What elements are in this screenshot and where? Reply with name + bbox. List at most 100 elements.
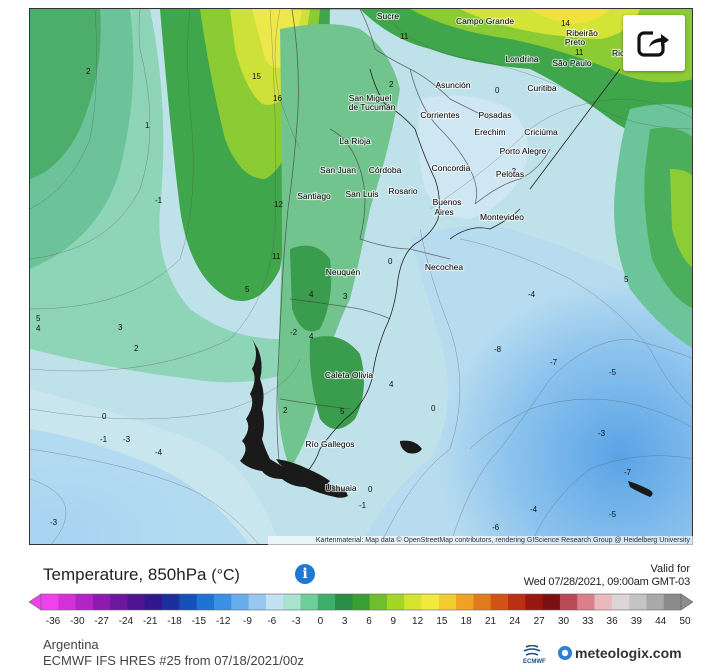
contour-label: 12 bbox=[274, 200, 283, 209]
scale-swatch bbox=[542, 594, 561, 610]
scale-tick-label: 21 bbox=[484, 616, 497, 627]
city-label: Pelotas bbox=[496, 169, 524, 179]
scale-tick-label: 27 bbox=[533, 616, 545, 627]
contour-label: 2 bbox=[389, 80, 394, 89]
scale-swatch bbox=[508, 594, 526, 610]
contour-label: -7 bbox=[550, 358, 558, 367]
city-label-halo: Preto bbox=[565, 37, 586, 47]
scale-tick-label: 15 bbox=[436, 616, 448, 627]
weather-map[interactable]: 15 16 2 1 -1 12 11 5 4 3 -2 2 3 5 4 4 4 2 5 0 -1 -3 -4 0 -8 -7 -5-… bbox=[29, 8, 693, 545]
scale-swatch bbox=[646, 594, 665, 610]
scale-swatch bbox=[58, 594, 76, 610]
city-label: Ribeirão bbox=[566, 28, 598, 38]
city-label-halo: Córdoba bbox=[369, 165, 402, 175]
contour-label: -3 bbox=[50, 518, 58, 527]
city-label: La Rioja bbox=[339, 136, 370, 146]
scale-swatch bbox=[231, 594, 249, 610]
city-label: San Miguel bbox=[349, 93, 392, 103]
ecmwf-logo: ECMWF bbox=[522, 644, 554, 667]
city-label: Sucre bbox=[377, 11, 399, 21]
scale-swatch bbox=[110, 594, 128, 610]
title-text: Temperature, 850hPa bbox=[43, 565, 207, 584]
city-label: Neuquén bbox=[326, 267, 361, 277]
contour-label: -4 bbox=[155, 448, 163, 457]
contour-label: -5 bbox=[609, 368, 617, 377]
city-label: Caleta Olivia bbox=[325, 370, 373, 380]
city-label: Posadas bbox=[478, 110, 511, 120]
scale-tick-labels: -36 -30 -27 -24 -21 -18 -15 -12 -9 -6 -3 0 3 6 9 12 15 18… bbox=[0, 616, 720, 630]
contour-label: -5 bbox=[609, 510, 617, 519]
city-label-halo: Montevideo bbox=[480, 212, 524, 222]
contour-label: -8 bbox=[494, 345, 502, 354]
contour-label: 3 bbox=[118, 323, 123, 332]
scale-swatch bbox=[404, 594, 422, 610]
contour-label: -4 bbox=[528, 290, 536, 299]
scale-swatch bbox=[335, 594, 353, 610]
scale-swatch bbox=[369, 594, 388, 610]
scale-tick-label: -21 bbox=[142, 616, 158, 627]
scale-tick-label: -36 bbox=[45, 616, 61, 627]
field-cold-pocket bbox=[418, 95, 528, 219]
city-label-halo: Porto Alegre bbox=[500, 146, 547, 156]
scale-tick-label: -12 bbox=[215, 616, 231, 627]
contour-label: 2 bbox=[283, 406, 288, 415]
city-label: Río Gallegos bbox=[305, 439, 354, 449]
share-icon bbox=[637, 30, 669, 57]
city-label-halo: Concordia bbox=[432, 163, 471, 173]
scale-tick-label: -15 bbox=[191, 616, 207, 627]
scale-swatch bbox=[92, 594, 111, 610]
scale-swatch bbox=[611, 594, 630, 610]
scale-swatch bbox=[386, 594, 405, 610]
scale-tick-label: 44 bbox=[655, 616, 667, 627]
contour-label: 5 bbox=[245, 285, 250, 294]
contour-label: -4 bbox=[530, 505, 538, 514]
city-label-halo: Buenos bbox=[433, 197, 462, 207]
contour-label: 0 bbox=[495, 86, 500, 95]
field-cold-east bbox=[361, 225, 692, 544]
city-label: Buenos bbox=[433, 197, 462, 207]
scale-swatch bbox=[559, 594, 578, 610]
contour-label: -1 bbox=[100, 435, 108, 444]
city-label: Córdoba bbox=[369, 165, 402, 175]
city-label-halo: Corrientes bbox=[420, 110, 459, 120]
scale-swatch bbox=[490, 594, 509, 610]
scale-swatch bbox=[162, 594, 180, 610]
contour-label: 4 bbox=[389, 380, 394, 389]
contour-label: 0 bbox=[431, 404, 436, 413]
city-label: Rosario bbox=[388, 186, 418, 196]
city-label: San Luis bbox=[345, 189, 378, 199]
city-label: de Tucumán bbox=[349, 102, 396, 112]
ecmwf-mark-icon bbox=[523, 644, 541, 656]
scale-tick-label: 18 bbox=[460, 616, 472, 627]
city-label: Concordia bbox=[432, 163, 471, 173]
city-label-halo: Ribeirão bbox=[566, 28, 598, 38]
info-icon[interactable]: i bbox=[295, 564, 315, 584]
city-label-halo: Londrina bbox=[505, 54, 538, 64]
contour-label: -7 bbox=[624, 468, 632, 477]
scale-swatch bbox=[179, 594, 198, 610]
city-label-halo: Neuquén bbox=[326, 267, 361, 277]
contour-label: 4 bbox=[309, 290, 314, 299]
city-label-halo: Sucre bbox=[377, 11, 399, 21]
city-label: Campo Grande bbox=[456, 16, 514, 26]
city-label: Erechim bbox=[474, 127, 505, 137]
share-button[interactable] bbox=[623, 15, 685, 71]
city-label: Curitiba bbox=[527, 83, 557, 93]
contour-label: 16 bbox=[273, 94, 282, 103]
city-label: Aires bbox=[434, 207, 453, 217]
city-label: Corrientes bbox=[420, 110, 459, 120]
chile-archipelago bbox=[240, 339, 653, 498]
city-label-halo: Curitiba bbox=[527, 83, 557, 93]
field-ne-orange bbox=[530, 9, 610, 24]
scale-tick-label: 36 bbox=[606, 616, 618, 627]
scale-tick-label: 30 bbox=[557, 616, 570, 627]
city-label-halo: San Luis bbox=[345, 189, 378, 199]
city-label-halo: Ushuaia bbox=[325, 483, 356, 493]
scale-swatch bbox=[629, 594, 647, 610]
scale-swatch bbox=[144, 594, 163, 610]
contour-label: 5 bbox=[624, 275, 629, 284]
contour-label: 0 bbox=[388, 257, 393, 266]
scale-swatch bbox=[75, 594, 94, 610]
scale-swatch bbox=[127, 594, 146, 610]
